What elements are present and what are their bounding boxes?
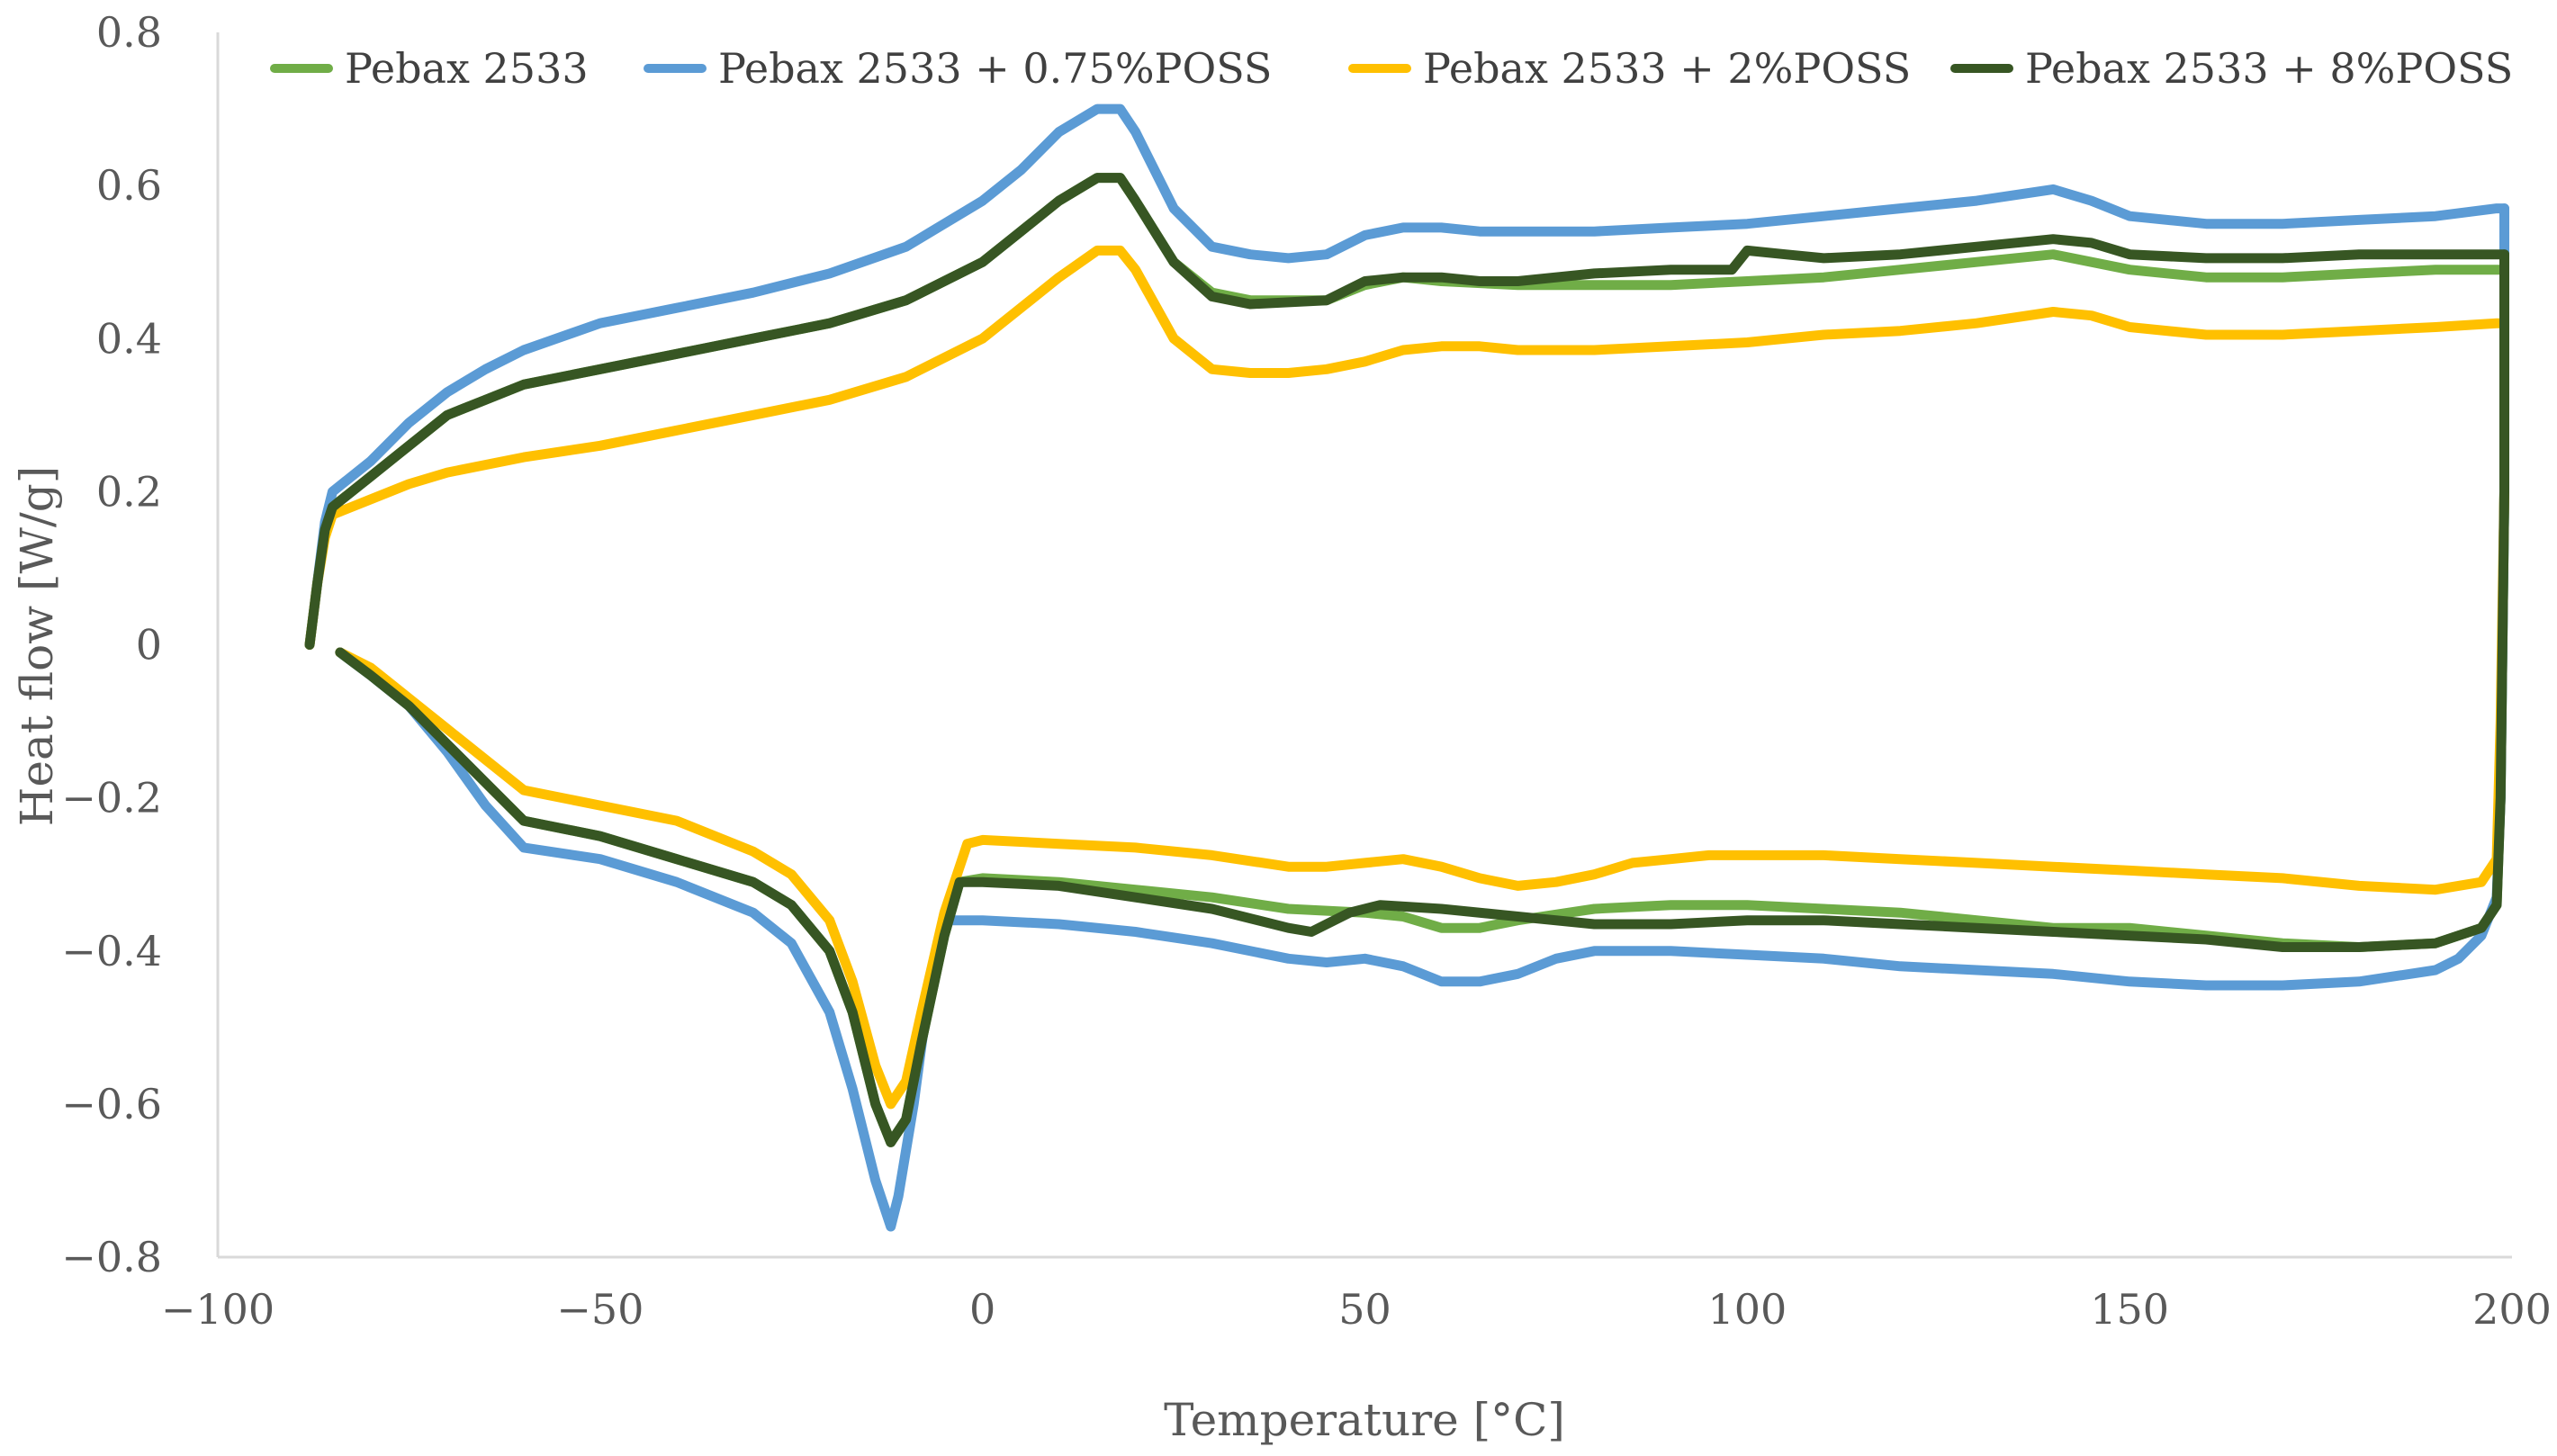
- axes: [216, 32, 2512, 1259]
- series-line-cooling: [335, 318, 2509, 1110]
- y-tick-label: 0.2: [96, 467, 162, 516]
- series-pebax-2533-0-75-poss: [304, 103, 2509, 1232]
- series-line-cooling: [335, 265, 2509, 1147]
- y-tick-label: −0.6: [61, 1080, 162, 1128]
- x-axis-title: Temperature [°C]: [1164, 1394, 1565, 1446]
- legend-entry: Pebax 2533 + 8%POSS: [1950, 44, 2513, 93]
- series-lines: [304, 103, 2509, 1232]
- y-tick-label: 0: [136, 621, 162, 670]
- x-tick-labels: −100 −50 0 50 100 150 200: [161, 1285, 2552, 1334]
- series-line-heating: [304, 173, 2509, 650]
- y-tick-label: 0.4: [96, 314, 162, 363]
- legend-entry: Pebax 2533 + 0.75%POSS: [644, 44, 1272, 93]
- series-line-cooling: [335, 203, 2509, 1232]
- y-tick-label: −0.8: [61, 1233, 162, 1281]
- y-tick-label: −0.2: [61, 774, 162, 822]
- x-tick-label: 200: [2472, 1285, 2552, 1334]
- x-tick-label: −50: [556, 1285, 644, 1334]
- y-tick-label: −0.4: [61, 927, 162, 975]
- legend-label: Pebax 2533 + 0.75%POSS: [718, 44, 1272, 93]
- series-line-heating: [304, 103, 2509, 650]
- series-line-heating: [304, 245, 2509, 650]
- legend-label: Pebax 2533 + 8%POSS: [2025, 44, 2513, 93]
- series-pebax-2533-8-poss: [304, 173, 2509, 1147]
- legend-label: Pebax 2533 + 2%POSS: [1423, 44, 1911, 93]
- series-line-cooling: [335, 249, 2509, 1147]
- legend-entry: Pebax 2533: [270, 44, 589, 93]
- series-pebax-2533-2-poss: [304, 245, 2509, 1110]
- y-tick-label: 0.8: [96, 8, 162, 57]
- x-tick-label: 0: [969, 1285, 995, 1334]
- legend: Pebax 2533 Pebax 2533 + 0.75%POSS Pebax 25…: [270, 44, 2513, 93]
- x-tick-label: 50: [1338, 1285, 1391, 1334]
- x-tick-label: −100: [161, 1285, 275, 1334]
- series-pebax-2533: [304, 173, 2509, 1147]
- y-tick-labels: 0.8 0.6 0.4 0.2 0 −0.2 −0.4 −0.6 −0.8: [61, 8, 162, 1281]
- y-tick-label: 0.6: [96, 161, 162, 210]
- x-tick-label: 150: [2090, 1285, 2169, 1334]
- y-axis-title: Heat flow [W/g]: [11, 466, 63, 826]
- x-tick-label: 100: [1707, 1285, 1787, 1334]
- legend-entry: Pebax 2533 + 2%POSS: [1348, 44, 1911, 93]
- legend-label: Pebax 2533: [345, 44, 589, 93]
- series-line-heating: [304, 173, 2509, 650]
